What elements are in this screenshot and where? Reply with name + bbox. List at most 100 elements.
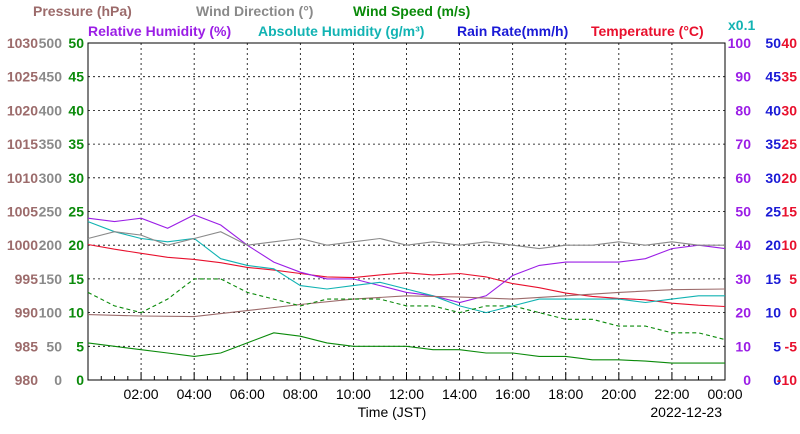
right-tick-label: 10 bbox=[781, 237, 797, 253]
left-tick-label: 10 bbox=[68, 305, 84, 321]
right-tick-label: 50 bbox=[735, 204, 751, 220]
right-tick-label: 5 bbox=[773, 338, 781, 354]
right-tick-label: 30 bbox=[781, 102, 797, 118]
series-line bbox=[87, 278, 726, 341]
left-tick-label: 150 bbox=[39, 271, 63, 287]
left-tick-label: 1025 bbox=[7, 69, 38, 85]
date-label: 2022-12-23 bbox=[650, 404, 722, 420]
left-tick-label: 995 bbox=[15, 271, 39, 287]
x-tick-label: 18:00 bbox=[548, 386, 583, 402]
right-tick-label: 40 bbox=[781, 35, 797, 51]
left-tick-label: 50 bbox=[46, 338, 62, 354]
right-tick-label: 15 bbox=[765, 271, 781, 287]
right-tick-label: 40 bbox=[735, 237, 751, 253]
grid bbox=[87, 43, 726, 380]
x-tick-label: 06:00 bbox=[230, 386, 265, 402]
left-tick-label: 500 bbox=[39, 35, 63, 51]
left-tick-label: 15 bbox=[68, 271, 84, 287]
left-tick-label: 1020 bbox=[7, 102, 38, 118]
left-tick-label: 0 bbox=[54, 372, 62, 388]
x-tick-label: 04:00 bbox=[177, 386, 212, 402]
left-tick-label: 985 bbox=[15, 338, 39, 354]
right-tick-label: 35 bbox=[781, 69, 797, 85]
right-tick-label: 50 bbox=[765, 35, 781, 51]
left-tick-label: 300 bbox=[39, 170, 63, 186]
left-tick-label: 40 bbox=[68, 102, 84, 118]
x-tick-label: 22:00 bbox=[654, 386, 689, 402]
legend: Pressure (hPa) Wind Direction (°) Wind S… bbox=[33, 3, 755, 39]
series-line bbox=[87, 214, 726, 304]
right-tick-label: 15 bbox=[781, 204, 797, 220]
left-tick-label: 1005 bbox=[7, 204, 38, 220]
left-tick-label: 25 bbox=[68, 204, 84, 220]
series-line bbox=[87, 243, 726, 308]
x-axis-label: Time (JST) bbox=[358, 404, 427, 420]
x-axis-ticks: 02:00 04:00 06:00 08:00 10:00 12:00 14:00 16:00… bbox=[124, 386, 743, 402]
legend-wind-direction: Wind Direction (°) bbox=[196, 3, 313, 19]
left-axis-ticks: 1030102510201015101010051000995990985980… bbox=[7, 35, 84, 388]
x-tick-label: 14:00 bbox=[442, 386, 477, 402]
right-tick-label: 10 bbox=[735, 338, 751, 354]
series-line bbox=[87, 332, 725, 364]
right-tick-label: 35 bbox=[765, 136, 781, 152]
x-tick-label: 10:00 bbox=[336, 386, 371, 402]
left-tick-label: 45 bbox=[68, 69, 84, 85]
left-tick-label: 200 bbox=[39, 237, 63, 253]
right-tick-label: 20 bbox=[735, 305, 751, 321]
right-tick-label: 10 bbox=[765, 305, 781, 321]
right-axis-ticks: 1009080706050403020100504540353025201510… bbox=[728, 35, 798, 388]
right-tick-label: 40 bbox=[765, 102, 781, 118]
left-tick-label: 100 bbox=[39, 305, 63, 321]
right-tick-label: 60 bbox=[735, 170, 751, 186]
right-tick-label: 20 bbox=[765, 237, 781, 253]
right-tick-label: 30 bbox=[735, 271, 751, 287]
right-tick-label: -10 bbox=[777, 372, 797, 388]
left-tick-label: 980 bbox=[15, 372, 39, 388]
legend-temperature: Temperature (°C) bbox=[591, 23, 704, 39]
x-tick-label: 02:00 bbox=[124, 386, 159, 402]
right-tick-label: 45 bbox=[765, 69, 781, 85]
left-tick-label: 400 bbox=[39, 102, 63, 118]
left-tick-label: 450 bbox=[39, 69, 63, 85]
right-tick-label: 70 bbox=[735, 136, 751, 152]
right-tick-label: 80 bbox=[735, 102, 751, 118]
x-tick-label: 16:00 bbox=[495, 386, 530, 402]
left-tick-label: 35 bbox=[68, 136, 84, 152]
left-tick-label: 0 bbox=[76, 372, 84, 388]
left-tick-label: 20 bbox=[68, 237, 84, 253]
right-tick-label: 25 bbox=[765, 204, 781, 220]
left-tick-label: 1030 bbox=[7, 35, 38, 51]
left-tick-label: 350 bbox=[39, 136, 63, 152]
right-tick-label: 0 bbox=[773, 372, 781, 388]
right-tick-label: 30 bbox=[765, 170, 781, 186]
legend-rain-rate: Rain Rate(mm/h) bbox=[457, 23, 568, 39]
right-tick-label: 0 bbox=[743, 372, 751, 388]
left-tick-label: 5 bbox=[76, 338, 84, 354]
right-tick-label: 90 bbox=[735, 69, 751, 85]
x-tick-label: 08:00 bbox=[283, 386, 318, 402]
legend-absolute-humidity: Absolute Humidity (g/m³) bbox=[258, 23, 424, 39]
right-tick-label: 25 bbox=[781, 136, 797, 152]
right-tick-label: 0 bbox=[789, 305, 797, 321]
left-tick-label: 1000 bbox=[7, 237, 38, 253]
series-line bbox=[87, 231, 725, 250]
legend-wind-speed: Wind Speed (m/s) bbox=[353, 3, 470, 19]
left-tick-label: 1010 bbox=[7, 170, 38, 186]
right-tick-label: 100 bbox=[728, 35, 752, 51]
left-tick-label: 250 bbox=[39, 204, 63, 220]
right-tick-label: 5 bbox=[789, 271, 797, 287]
left-tick-label: 1015 bbox=[7, 136, 38, 152]
x-tick-label: 00:00 bbox=[707, 386, 742, 402]
x-tick-label: 20:00 bbox=[601, 386, 636, 402]
series-line bbox=[87, 288, 726, 318]
left-tick-label: 50 bbox=[68, 35, 84, 51]
left-tick-label: 30 bbox=[68, 170, 84, 186]
right-tick-label: -5 bbox=[785, 338, 798, 354]
right-tick-label: 20 bbox=[781, 170, 797, 186]
multiplier-label: x0.1 bbox=[728, 17, 755, 33]
left-tick-label: 990 bbox=[15, 305, 39, 321]
legend-relative-humidity: Relative Humidity (%) bbox=[88, 23, 231, 39]
series bbox=[87, 214, 726, 364]
legend-pressure: Pressure (hPa) bbox=[33, 3, 132, 19]
